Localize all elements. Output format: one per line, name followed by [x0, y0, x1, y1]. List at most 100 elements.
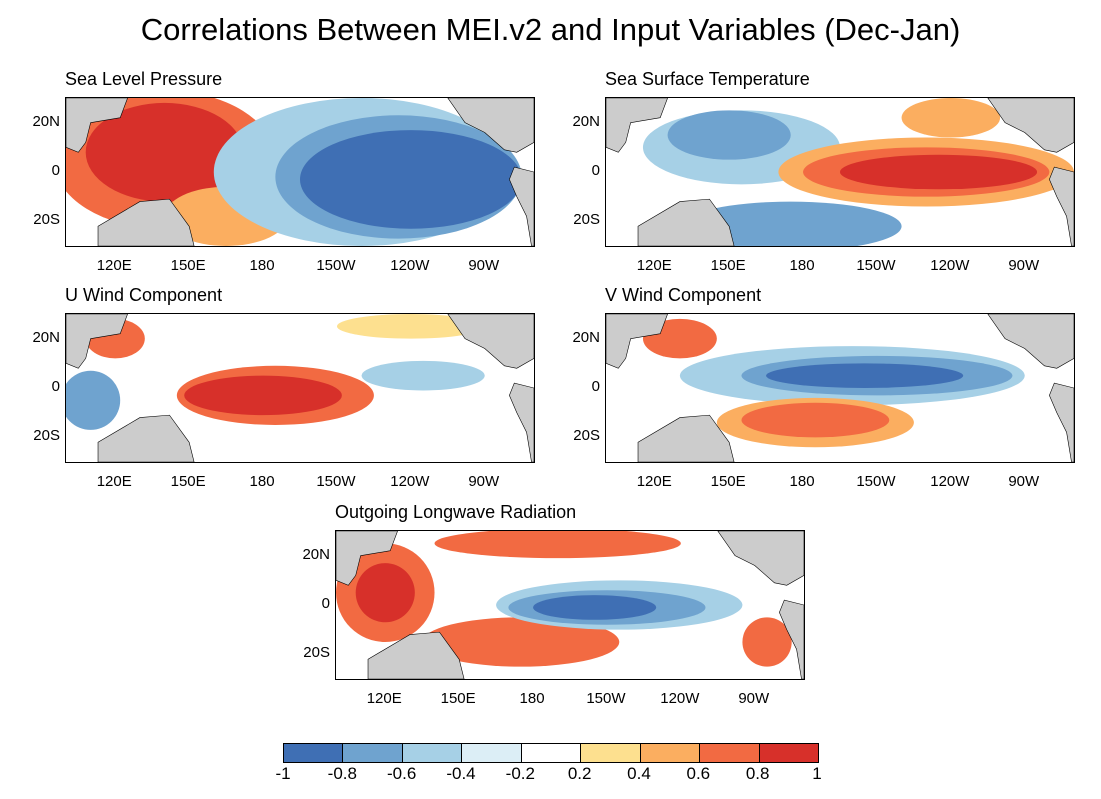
panel-title: U Wind Component [65, 285, 223, 305]
longitude-label: 150E [170, 257, 206, 274]
correlation-region [766, 363, 964, 388]
latitude-label: 0 [51, 162, 60, 179]
colorbar-swatch [521, 744, 582, 762]
land-mass [447, 98, 534, 153]
land-mass [717, 531, 804, 586]
longitude-label: 120E [96, 257, 132, 274]
land-mass [509, 166, 534, 246]
latitude-label: 20N [302, 545, 330, 563]
longitude-label: 120W [390, 473, 430, 490]
land-mass [336, 531, 398, 586]
correlation-region [355, 563, 415, 623]
longitude-label: 150W [586, 690, 626, 707]
correlation-region [361, 360, 485, 391]
panel-title: V Wind Component [605, 285, 762, 305]
map-u-wind [65, 313, 535, 463]
latitude-label: 0 [591, 378, 600, 395]
land-mass [987, 98, 1074, 153]
longitude-label: 120W [390, 257, 430, 274]
longitude-label: 120E [636, 257, 672, 274]
longitude-label: 90W [468, 473, 500, 490]
panel-title: Sea Surface Temperature [605, 69, 810, 89]
map-olr [335, 530, 805, 680]
latitude-label: 0 [51, 378, 60, 395]
longitude-label: 120E [366, 690, 402, 707]
latitude-label: 20N [32, 328, 60, 346]
colorbar-swatch [700, 744, 760, 762]
colorbar-tick-label: 1 [812, 764, 822, 783]
correlation-region [336, 314, 485, 339]
longitude-label: 120E [96, 473, 132, 490]
correlation-region [184, 375, 342, 416]
land-mass [367, 631, 465, 679]
correlation-region [679, 201, 902, 246]
colorbar-swatch [284, 744, 344, 762]
longitude-label: 120W [930, 473, 970, 490]
colorbar-tick-label: 0.6 [686, 764, 711, 783]
land-mass [987, 314, 1074, 369]
latitude-label: 0 [591, 162, 600, 179]
correlation-region [667, 110, 791, 160]
colorbar-tick-label: 0.2 [567, 764, 592, 783]
colorbar-swatch [402, 744, 463, 762]
correlation-region [422, 617, 620, 667]
colorbar-tick-label: -0.2 [505, 764, 535, 783]
longitude-label: 180 [249, 473, 275, 490]
longitude-label: 90W [738, 690, 770, 707]
colorbar-tick-label: 0.8 [745, 764, 770, 783]
longitude-label: 150W [856, 257, 896, 274]
land-mass [606, 314, 668, 369]
longitude-label: 150E [710, 257, 746, 274]
figure-title: Correlations Between MEI.v2 and Input Va… [140, 12, 961, 47]
correlation-region [533, 595, 657, 620]
correlation-region [300, 130, 522, 229]
correlation-region [901, 98, 1001, 138]
land-mass [66, 314, 128, 369]
longitude-label: 120W [660, 690, 700, 707]
panel-title: Outgoing Longwave Radiation [335, 502, 577, 522]
correlation-region [434, 531, 681, 559]
latitude-label: 20S [33, 427, 60, 445]
longitude-label: 150E [170, 473, 206, 490]
colorbar-tick-label: -1 [275, 764, 291, 783]
colorbar-tick-label: -0.8 [327, 764, 357, 783]
correlation-region [66, 370, 121, 430]
land-mass [606, 98, 668, 153]
land-mass [509, 382, 534, 462]
map-v-wind [605, 313, 1075, 463]
longitude-label: 120E [636, 473, 672, 490]
longitude-label: 150W [856, 473, 896, 490]
map-sea-level-pressure [65, 97, 535, 247]
latitude-label: 20S [573, 211, 600, 229]
correlation-region [741, 402, 890, 438]
land-mass [637, 414, 735, 462]
land-mass [97, 198, 195, 246]
land-mass [779, 599, 804, 679]
map-sea-surface-temperature [605, 97, 1075, 247]
land-mass [1049, 382, 1074, 462]
colorbar-swatch [581, 744, 641, 762]
correlation-region [742, 617, 792, 667]
longitude-label: 180 [789, 473, 815, 490]
latitude-label: 20N [572, 112, 600, 130]
colorbar [283, 743, 819, 763]
land-mass [66, 98, 128, 153]
panel-title: Sea Level Pressure [65, 69, 223, 89]
colorbar-swatch [343, 744, 403, 762]
longitude-label: 150E [710, 473, 746, 490]
longitude-label: 90W [468, 257, 500, 274]
longitude-label: 120W [930, 257, 970, 274]
correlation-region [840, 154, 1038, 190]
longitude-label: 180 [249, 257, 275, 274]
latitude-label: 0 [321, 595, 330, 612]
longitude-label: 150W [316, 257, 356, 274]
latitude-label: 20N [32, 112, 60, 130]
colorbar-tick-label: 0.4 [627, 764, 651, 783]
colorbar-tick-label: -0.6 [387, 764, 417, 783]
longitude-label: 150E [440, 690, 476, 707]
longitude-label: 90W [1008, 257, 1040, 274]
latitude-label: 20S [33, 211, 60, 229]
latitude-label: 20S [303, 644, 330, 662]
latitude-label: 20N [572, 328, 600, 346]
colorbar-tick-label: -0.4 [446, 764, 476, 783]
